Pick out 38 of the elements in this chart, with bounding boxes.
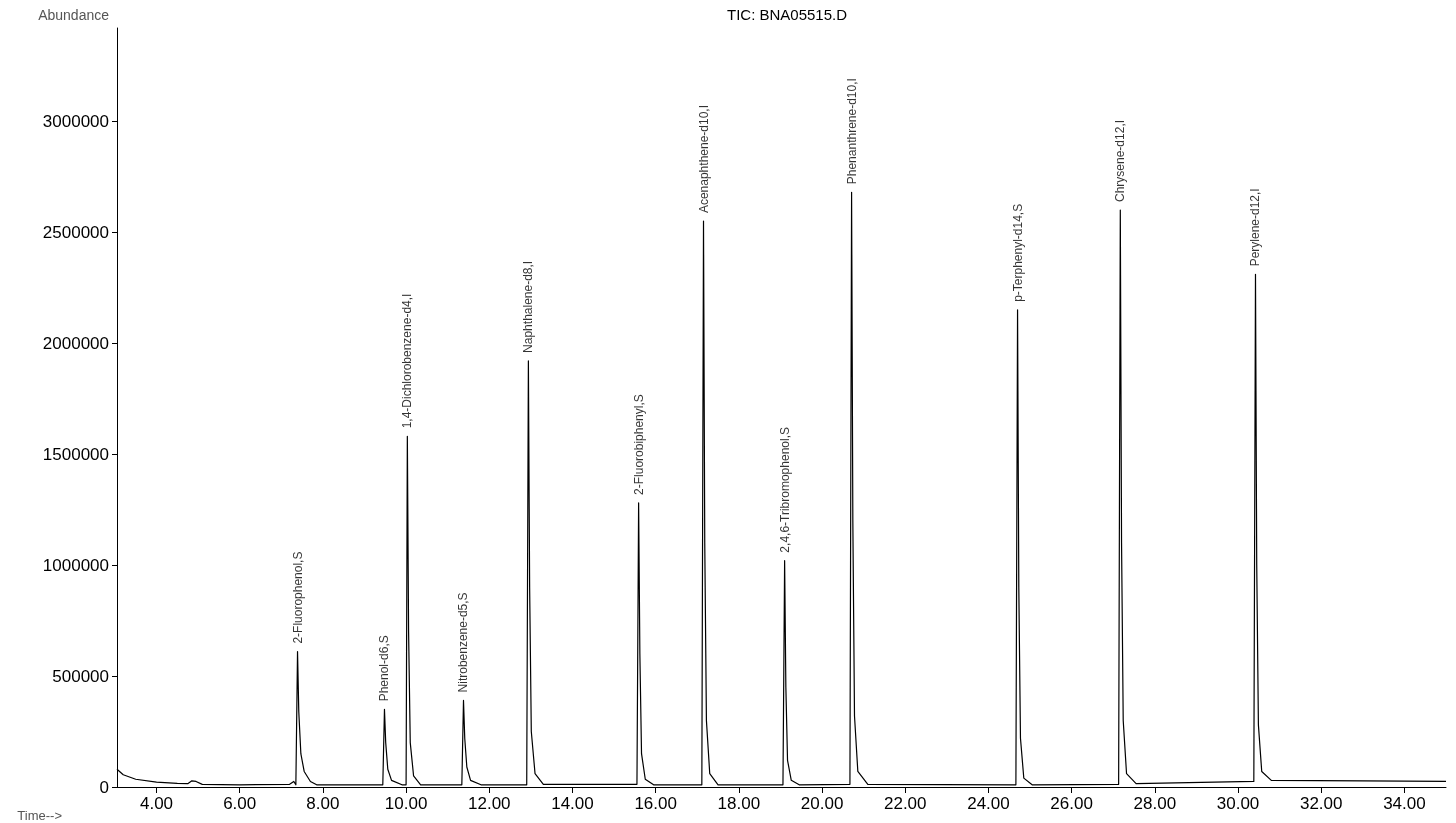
x-tick-label: 26.00 [1050,794,1093,813]
x-tick-label: 10.00 [384,794,428,813]
y-tick-label: 0 [99,777,109,797]
x-tick-label: 28.00 [1133,794,1177,813]
annotation: Phenanthrene-d10,I [844,78,859,185]
x-tick-label: 4.00 [139,794,174,813]
chart-title: TIC: BNA05515.D [726,6,848,23]
x-tick-label: 22.00 [883,794,927,813]
y-tick-label: 500000 [52,666,109,686]
y-tick-label: 1500000 [42,444,109,464]
x-tick-label: 12.00 [468,794,511,813]
x-tick-label: 34.00 [1383,794,1426,813]
x-tick-label: 16.00 [634,794,677,813]
x-tick-label: 18.00 [717,794,761,813]
x-tick-label: 20.00 [800,794,844,813]
x-axis-title: Time--> [17,808,62,823]
annotation: Phenol-d6,S [377,635,392,702]
annotation: Nitrobenzene-d5,S [456,592,471,693]
annotation: 2,4,6-Tribromophenol,S [777,427,792,553]
annotation: Perylene-d12,I [1248,188,1263,267]
x-tick-label: 8.00 [306,794,340,813]
annotation: Acenaphthene-d10,I [696,104,711,214]
y-tick-label: 2000000 [42,333,109,353]
y-axis-title: Abundance [38,7,110,23]
x-tick-label: 14.00 [551,794,594,813]
annotation: 1,4-Dichlorobenzene-d4,I [400,293,415,429]
annotation: 2-Fluorophenol,S [290,551,305,644]
y-tick-label: 2500000 [42,222,109,242]
x-tick-label: 30.00 [1216,794,1260,813]
x-tick-label: 32.00 [1299,794,1343,813]
y-tick-label: 3000000 [42,111,109,131]
annotation: Naphthalene-d8,I [521,260,536,353]
x-tick-label: 24.00 [967,794,1010,813]
x-tick-label: 6.00 [223,794,257,813]
annotation: 2-Fluorobiphenyl,S [631,394,646,495]
y-tick-label: 1000000 [42,555,109,575]
annotation: p-Terphenyl-d14,S [1010,203,1025,302]
annotation: Chrysene-d12,I [1113,119,1128,202]
